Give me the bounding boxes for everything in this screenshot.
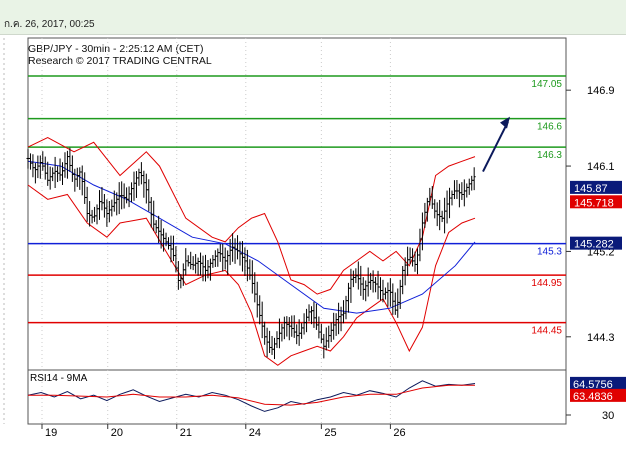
level-label: 146.6 (537, 122, 562, 133)
level-label: 144.95 (531, 278, 562, 289)
x-tick-label: 20 (111, 427, 123, 439)
x-tick-label: 19 (45, 427, 57, 439)
x-tick-label: 21 (180, 427, 192, 439)
rsi-y-tick-label: 30 (602, 410, 614, 422)
bollinger-lower (27, 184, 476, 366)
y-tick-label: 146.9 (587, 85, 615, 97)
x-tick-label: 26 (393, 427, 405, 439)
price-tag-bg (570, 195, 622, 209)
forecast-arrow-head (500, 116, 510, 129)
level-label: 145.3 (537, 247, 562, 258)
rsi-ma-value-tag: 63.4836 (573, 391, 613, 403)
research-credit: Research © 2017 TRADING CENTRAL (28, 55, 212, 67)
bollinger-upper (27, 137, 476, 295)
rsi-panel-frame (27, 369, 567, 425)
rsi-tag-bg (570, 376, 626, 390)
rsi-line (27, 380, 476, 412)
x-tick-label: 25 (324, 427, 336, 439)
level-label: 147.05 (531, 79, 562, 90)
chart-title: GBP/JPY - 30min - 2:25:12 AM (CET) (28, 43, 204, 55)
price-tag-moving-average: 145.718 (574, 197, 614, 209)
y-tick-label: 144.3 (587, 332, 615, 344)
rsi-ma-tag-bg (570, 388, 626, 402)
level-label: 146.3 (537, 150, 562, 161)
rsi-title: RSI14 - 9MA (30, 373, 88, 384)
date-stamp: ก.ค. 26, 2017, 00:25 (4, 19, 95, 30)
price-tag-bg (570, 180, 622, 194)
price-tag-bg (570, 236, 622, 250)
forecast-arrow (482, 121, 509, 172)
price-tag-pivot: 145.282 (574, 239, 614, 251)
level-label: 144.45 (531, 326, 562, 337)
main-panel-frame (27, 37, 567, 371)
header-strip (0, 0, 626, 35)
moving-average-line (27, 160, 476, 314)
rsi-ma-line (28, 384, 475, 406)
price-tag-current: 145.87 (574, 183, 608, 195)
x-tick-label: 24 (249, 427, 261, 439)
rsi-value-tag: 64.5756 (573, 379, 613, 391)
y-tick-label: 146.1 (587, 161, 615, 173)
